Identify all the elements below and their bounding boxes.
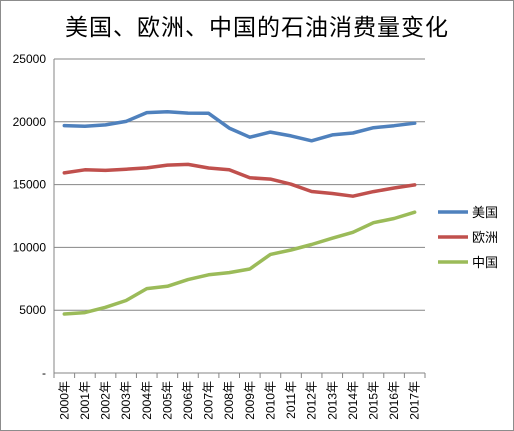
x-tick-label: 2000年 [57, 381, 71, 420]
y-tick-label: 5000 [19, 303, 46, 317]
y-axis-ticks: - 5000 10000 15000 20000 25000 [13, 52, 47, 380]
legend-label: 欧洲 [472, 231, 498, 246]
x-tick-label: 2017年 [408, 381, 422, 420]
x-tick-label: 2011年 [284, 381, 298, 419]
x-tick-label: 2003年 [119, 381, 133, 420]
y-tick-label: - [42, 366, 46, 380]
y-tick-label: 20000 [13, 115, 47, 129]
x-tick-label: 2005年 [160, 381, 174, 420]
x-tick-label: 2014年 [346, 381, 360, 420]
y-tick-label: 10000 [13, 240, 47, 254]
x-tick-label: 2010年 [263, 381, 277, 420]
series-line [62, 210, 417, 316]
x-tick-label: 2007年 [202, 381, 216, 420]
x-tick-label: 2004年 [140, 381, 154, 420]
chart-title: 美国、欧洲、中国的石油消费量变化 [65, 15, 449, 41]
y-tick-label: 15000 [13, 178, 47, 192]
y-tick-label: 25000 [13, 52, 47, 66]
x-tick-label: 2013年 [325, 381, 339, 420]
series-line [62, 110, 417, 143]
x-tick-label: 2002年 [99, 381, 113, 420]
axes [53, 59, 426, 378]
series-line [62, 162, 417, 198]
legend-label: 中国 [472, 256, 498, 271]
x-tick-label: 2001年 [78, 381, 92, 420]
x-tick-label: 2009年 [243, 381, 257, 420]
x-tick-label: 2012年 [305, 381, 319, 420]
legend-label: 美国 [472, 206, 498, 221]
x-tick-label: 2006年 [181, 381, 195, 420]
x-tick-label: 2008年 [222, 381, 236, 420]
x-tick-label: 2015年 [366, 381, 380, 420]
x-tick-label: 2016年 [387, 381, 401, 420]
series-lines [62, 110, 417, 316]
x-axis-ticks: 2000年 2001年 2002年 2003年 2004年 2005年 2006年 2007年… [57, 381, 421, 420]
gridlines [54, 58, 425, 311]
